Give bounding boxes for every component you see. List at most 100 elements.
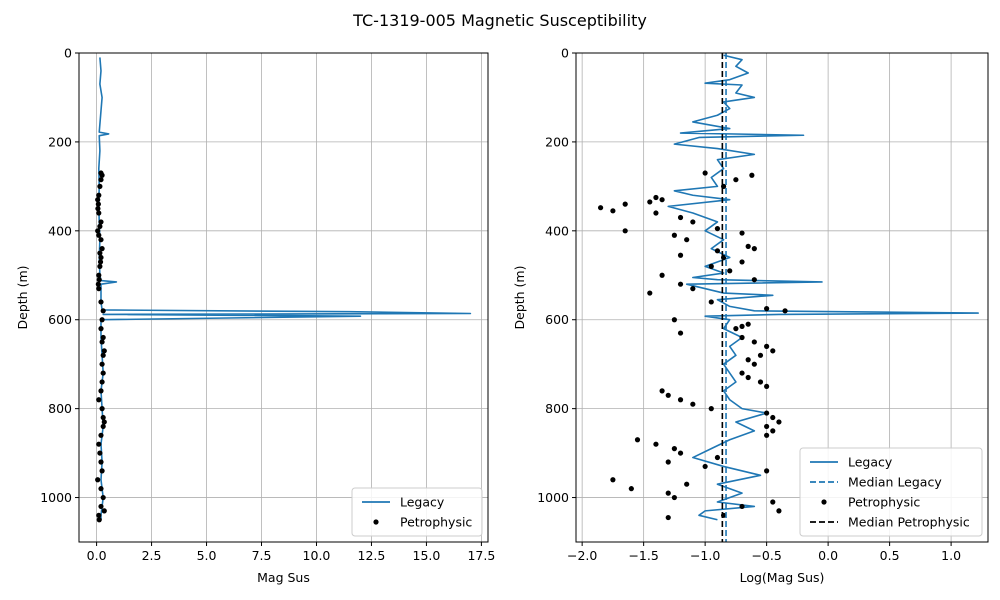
axes-frame [78, 52, 489, 543]
petrophysic-point [99, 406, 105, 412]
petrophysic-point [101, 419, 107, 425]
petrophysic-point [98, 219, 104, 225]
petrophysic-point [95, 201, 101, 207]
petrophysic-point [745, 243, 751, 249]
petrophysic-point [653, 441, 659, 447]
petrophysic-point [634, 437, 641, 443]
petrophysic-point [99, 317, 105, 323]
petrophysic-point [96, 397, 102, 403]
x-tick-label: −2.0 [567, 548, 597, 563]
petrophysic-points [597, 170, 788, 521]
petrophysic-point [97, 223, 103, 229]
x-tick-label: 12.5 [358, 548, 386, 563]
petrophysic-point [745, 374, 751, 381]
petrophysic-point [739, 503, 745, 510]
y-tick-label: 600 [48, 312, 72, 327]
legend: Legacy Median Legacy Petrophysic Median Pet… [799, 447, 983, 537]
petrophysic-point [749, 172, 755, 178]
petrophysic-point [684, 481, 690, 487]
figure-title: TC-1319-005 Magnetic Susceptibility [352, 11, 647, 30]
petrophysic-point [764, 410, 770, 416]
petrophysic-point [96, 210, 102, 216]
petrophysic-point [610, 208, 616, 214]
petrophysic-point [98, 503, 104, 510]
petrophysic-point [96, 286, 102, 292]
petrophysic-point [99, 379, 105, 385]
petrophysic-point [671, 317, 677, 323]
petrophysic-point [757, 352, 764, 358]
petrophysic-point [770, 414, 776, 421]
petrophysic-points [95, 170, 107, 523]
petrophysic-point [98, 486, 104, 492]
petrophysic-point [653, 194, 659, 201]
y-tick-label: 800 [545, 401, 569, 416]
petrophysic-point [708, 263, 714, 269]
legend-box [351, 487, 483, 537]
x-tick-label: 5.0 [197, 548, 217, 563]
y-axis-label: Depth (m) [15, 266, 30, 330]
petrophysic-point [99, 246, 105, 252]
petrophysic-point [95, 228, 101, 234]
petrophysic-point [95, 477, 101, 483]
petrophysic-point [764, 306, 770, 312]
petrophysic-point [702, 463, 708, 470]
petrophysic-point [659, 388, 665, 394]
petrophysic-point [739, 259, 745, 265]
petrophysic-point [95, 281, 101, 287]
petrophysic-point [99, 361, 105, 367]
petrophysic-point [96, 192, 102, 198]
petrophysic-point [739, 334, 745, 341]
petrophysic-point [665, 514, 671, 521]
petrophysic-point [97, 263, 103, 269]
petrophysic-point [100, 414, 106, 421]
petrophysic-point [597, 205, 604, 211]
petrophysic-point [776, 419, 782, 425]
petrophysic-point [98, 177, 104, 183]
left-chart-panel: 0.0 2.5 5.0 7.5 10.0 12.5 15.0 17.5 0 200 400 600 80… [15, 46, 495, 586]
petrophysic-point [751, 339, 757, 345]
y-tick-label: 1000 [40, 490, 72, 505]
y-tick-label: 400 [545, 223, 569, 238]
petrophysic-point [677, 397, 684, 403]
petrophysic-point [782, 308, 788, 314]
petrophysic-point [659, 197, 665, 203]
petrophysic-point [690, 401, 696, 407]
petrophysic-point [647, 290, 653, 296]
y-axis-label: Depth (m) [512, 266, 527, 330]
petrophysic-point [96, 277, 102, 283]
x-tick-label: 0.5 [880, 548, 900, 563]
petrophysic-point [677, 450, 684, 456]
petrophysic-point [665, 490, 671, 496]
petrophysic-point [671, 232, 677, 238]
petrophysic-point [99, 339, 105, 345]
petrophysic-point [677, 214, 684, 221]
petrophysic-point [96, 272, 102, 278]
petrophysic-point [101, 508, 107, 514]
petrophysic-point [702, 170, 708, 176]
petrophysic-point [100, 334, 106, 341]
plot-area [597, 53, 979, 542]
petrophysic-point [751, 361, 757, 367]
petrophysic-point [622, 201, 628, 207]
petrophysic-point [99, 468, 105, 474]
petrophysic-point [770, 348, 776, 354]
legend-label: Legacy [400, 495, 445, 510]
x-tick-label: −0.5 [751, 548, 781, 563]
x-tick-label: 1.0 [941, 548, 961, 563]
x-tick-label: 15.0 [413, 548, 441, 563]
petrophysic-point [739, 323, 745, 329]
petrophysic-point [745, 321, 751, 327]
legend-label: Petrophysic [848, 495, 920, 510]
petrophysic-point [720, 183, 727, 189]
x-tick-label: 17.5 [467, 548, 495, 563]
x-tick-label: 7.5 [252, 548, 272, 563]
petrophysic-point [764, 343, 770, 349]
legend-label: Median Petrophysic [848, 515, 970, 530]
petrophysic-point [714, 225, 721, 232]
petrophysic-point [97, 183, 103, 189]
petrophysic-point [708, 406, 714, 412]
petrophysic-point [727, 268, 733, 274]
petrophysic-point [665, 392, 671, 398]
legend: Legacy Petrophysic [351, 487, 483, 537]
